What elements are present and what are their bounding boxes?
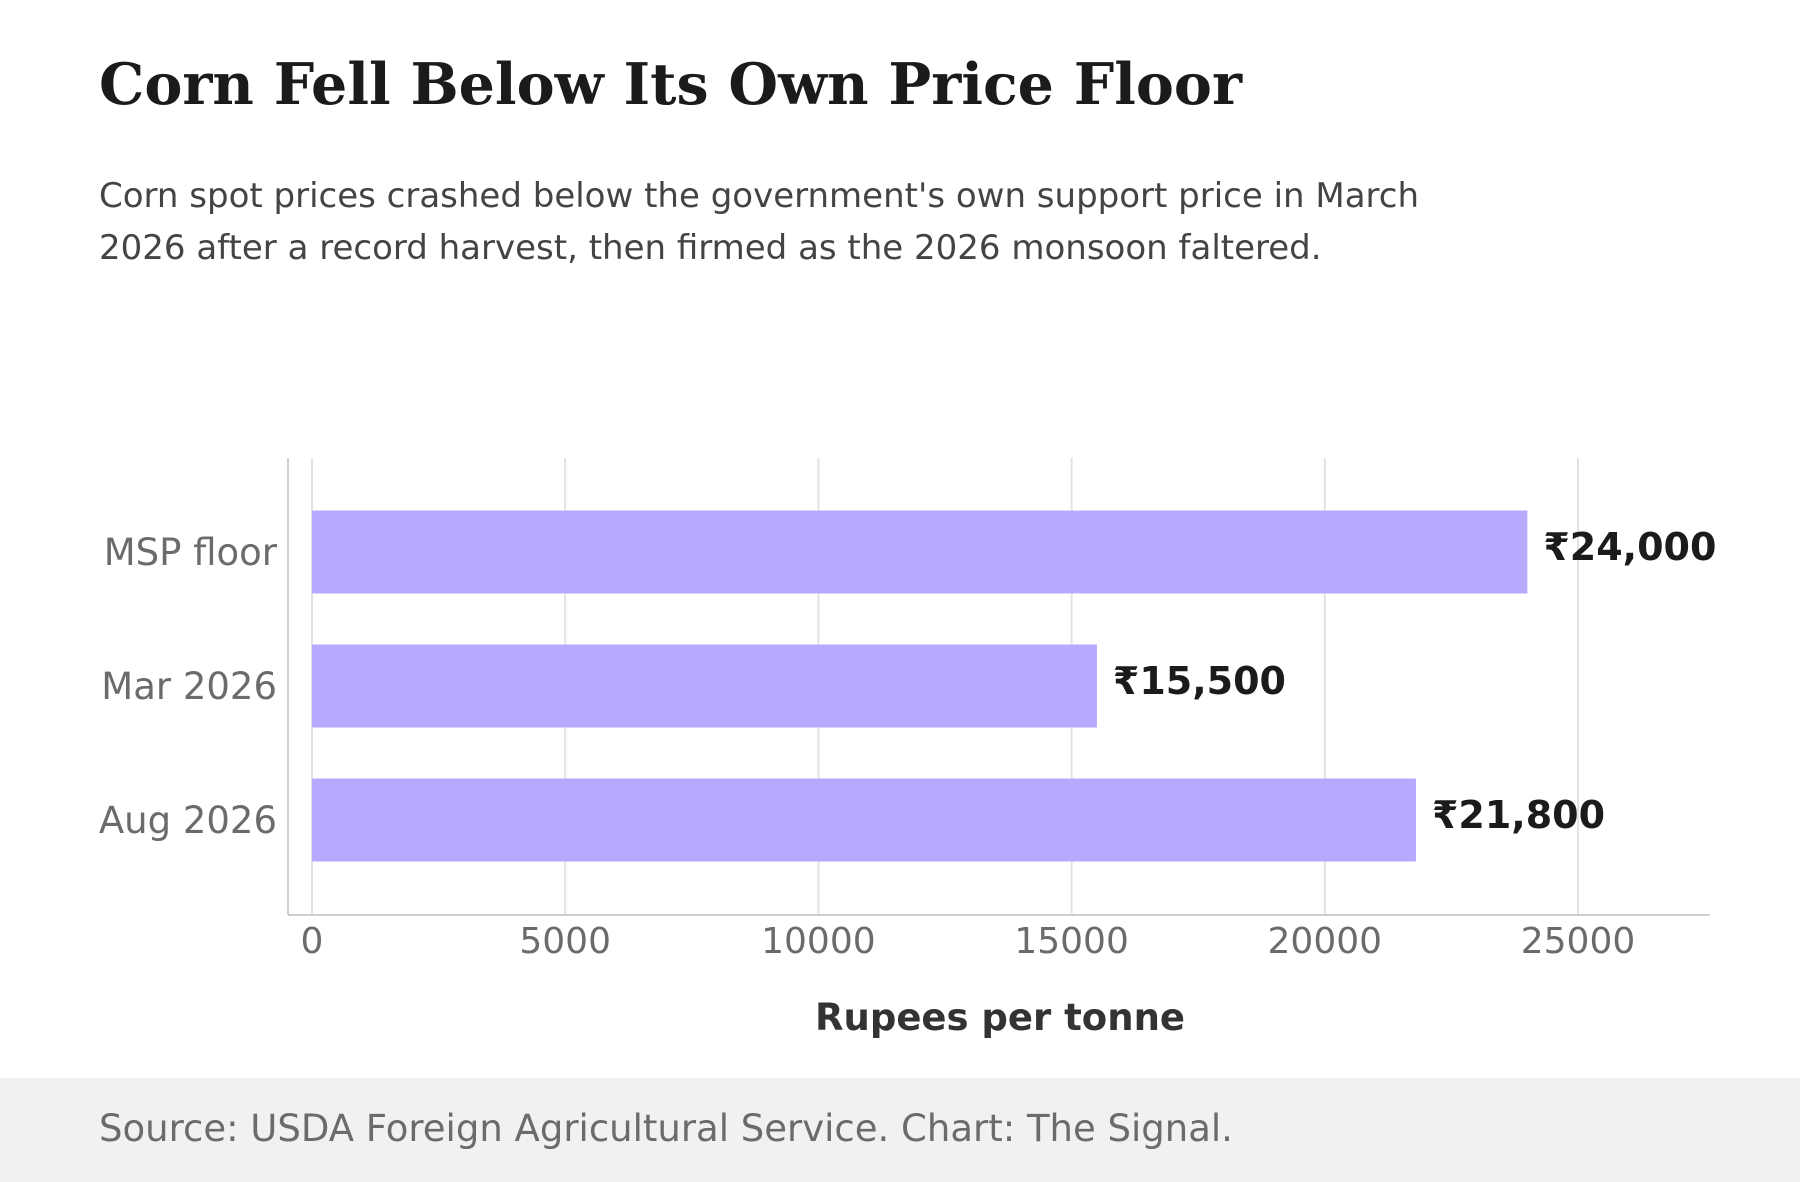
bar-value-label: ₹21,800 (1432, 793, 1605, 837)
bar (312, 644, 1097, 728)
x-axis-title: Rupees per tonne (815, 996, 1185, 1039)
chart-title: Corn Fell Below Its Own Price Floor (99, 51, 1242, 118)
source-note: Source: USDA Foreign Agricultural Servic… (99, 1107, 1233, 1150)
x-tick-label: 10000 (761, 921, 876, 962)
chart-subtitle: Corn spot prices crashed below the gover… (99, 176, 1420, 268)
footer: Source: USDA Foreign Agricultural Servic… (0, 1078, 1800, 1182)
bar (312, 510, 1528, 594)
bar (312, 778, 1416, 862)
bar-value-label: ₹15,500 (1113, 659, 1286, 703)
x-tick-label: 15000 (1014, 921, 1129, 962)
y-tick-label: Aug 2026 (99, 799, 277, 842)
y-tick-label: MSP floor (104, 531, 278, 574)
x-tick-label: 20000 (1268, 921, 1383, 962)
x-tick-label: 0 (301, 921, 324, 962)
y-tick-label: Mar 2026 (101, 665, 277, 708)
bar-chart: ₹24,000 ₹15,500 ₹21,800 0 5000 10000 15000 200… (99, 458, 1716, 1039)
bar-value-label: ₹24,000 (1543, 525, 1716, 569)
axes: 0 5000 10000 15000 20000 25000 MSP floor Mar 20… (99, 458, 1710, 962)
x-tick-label: 25000 (1521, 921, 1636, 962)
bars: ₹24,000 ₹15,500 ₹21,800 (312, 510, 1716, 862)
x-tick-label: 5000 (519, 921, 611, 962)
